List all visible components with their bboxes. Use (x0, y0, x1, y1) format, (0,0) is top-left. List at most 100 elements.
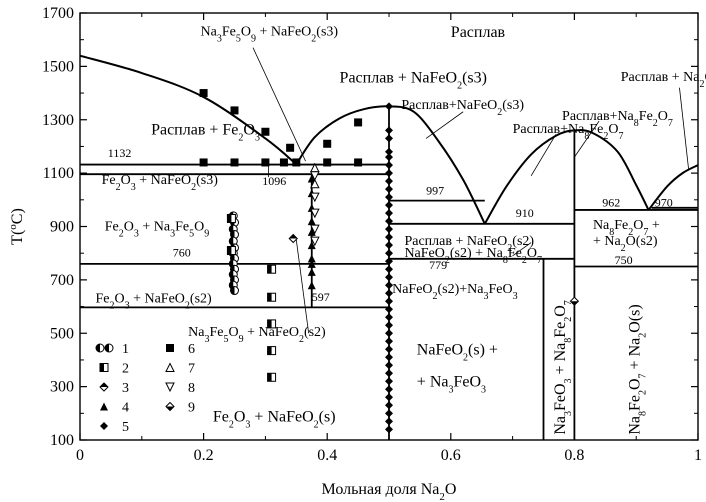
legend-label: 2 (122, 362, 129, 377)
data-point-series-1 (230, 286, 239, 296)
data-point-series-5 (385, 329, 393, 338)
x-tick-label: 0.2 (194, 447, 214, 464)
data-point-series-5 (385, 225, 393, 234)
isotherm-label: 760 (173, 245, 191, 259)
x-tick-label: 0.6 (441, 447, 461, 464)
data-point-series-5 (385, 169, 393, 178)
region-label: Расплав+NaFeO2(s3) (401, 98, 524, 118)
data-point-series-5 (385, 313, 393, 322)
data-point-series-5 (385, 273, 393, 282)
data-point-series-6 (261, 127, 270, 136)
legend-label: 1 (122, 342, 129, 357)
legend-label: 7 (188, 362, 195, 377)
data-point-series-2 (267, 292, 277, 302)
data-point-series-7 (310, 178, 320, 189)
data-point-series-3 (288, 233, 298, 244)
legend-label: 4 (122, 401, 129, 416)
legend-label: 3 (122, 381, 129, 396)
legend-label: 5 (122, 420, 129, 435)
data-point-series-8 (310, 192, 320, 203)
data-point-series-5 (385, 161, 393, 170)
data-point-series-9 (569, 296, 580, 306)
data-point-series-5 (385, 305, 393, 314)
legend-label: 6 (188, 342, 195, 357)
y-tick-label: 900 (50, 219, 74, 236)
region-label: Расплав+Na8Fe2O7 (513, 122, 624, 142)
region-label: Расплав + Na2O (621, 70, 706, 90)
legend-entry: 7 (165, 362, 195, 377)
x-axis-title: Мольная доля Na2O (322, 481, 457, 502)
y-tick-label: 1300 (42, 112, 74, 129)
data-point-series-5 (385, 409, 393, 418)
legend-marker (166, 344, 174, 352)
data-point-series-5 (385, 265, 393, 274)
liquidus-curve-na2o-liquidus (647, 164, 698, 211)
x-tick-label: 1 (694, 447, 702, 464)
data-point-series-5 (385, 393, 393, 402)
data-point-series-5 (385, 361, 393, 370)
region-label: + Na3FeO3 (417, 374, 486, 396)
data-point-series-2 (267, 372, 277, 382)
isotherm-label: 597 (312, 290, 330, 304)
data-point-series-5 (385, 126, 393, 135)
isotherm-label: 779 (429, 258, 447, 272)
region-label: Fe2O3 + NaFeO2(s) (213, 408, 336, 430)
data-point-series-2 (267, 346, 277, 356)
data-point-series-4 (307, 227, 316, 236)
data-point-series-4 (307, 259, 316, 268)
region-label: Расплав (451, 24, 506, 41)
data-point-series-6 (261, 158, 270, 167)
data-point-series-5 (385, 377, 393, 386)
data-point-series-4 (307, 217, 316, 226)
y-tick-label: 1700 (42, 5, 74, 22)
data-point-series-5 (385, 289, 393, 298)
leader-line (574, 120, 600, 158)
legend-entry: 4 (100, 401, 129, 416)
data-point-series-2 (226, 246, 236, 256)
legend-marker (165, 382, 175, 393)
legend-entry: 6 (166, 342, 195, 357)
legend-entry: 9 (165, 401, 195, 416)
data-point-series-5 (385, 353, 393, 362)
legend-entry: 1 (95, 342, 129, 357)
data-point-series-5 (385, 147, 393, 156)
data-point-series-4 (307, 174, 316, 183)
data-point-series-5 (385, 321, 393, 330)
data-point-series-4 (307, 281, 316, 290)
data-point-series-5 (385, 345, 393, 354)
x-tick-label: 0.4 (317, 447, 337, 464)
legend-marker (100, 402, 108, 411)
legend-entry: 5 (100, 420, 129, 435)
legend-label: 8 (188, 381, 195, 396)
data-point-series-6 (286, 143, 295, 152)
data-point-series-8 (310, 171, 320, 181)
data-point-series-6 (323, 158, 332, 167)
data-point-series-5 (385, 177, 393, 186)
data-point-series-5 (385, 369, 393, 378)
data-point-series-4 (307, 241, 316, 250)
data-point-series-2 (267, 319, 277, 329)
data-point-series-6 (292, 158, 301, 167)
x-tick-label: 0 (76, 447, 84, 464)
legend-entry: 3 (99, 381, 129, 396)
isotherm-label: 910 (516, 206, 534, 220)
legend-entry: 8 (165, 381, 195, 396)
legend-marker (95, 343, 105, 353)
data-point-series-5 (385, 217, 393, 226)
data-point-series-6 (354, 158, 363, 167)
isotherm-label: 750 (615, 253, 633, 267)
data-point-series-4 (307, 267, 316, 276)
data-point-series-5 (385, 417, 393, 426)
leader-line (295, 239, 310, 334)
x-tick-label: 0.8 (564, 447, 584, 464)
leader-line (252, 47, 306, 162)
legend-marker (165, 362, 175, 372)
legend-marker (165, 401, 175, 412)
isotherm-label: 1132 (108, 146, 132, 160)
region-label-vertical: Na3FeO3 + Na8Fe2O7 (552, 300, 574, 434)
y-tick-label: 1100 (43, 165, 74, 182)
data-point-series-2 (267, 264, 277, 274)
leader-line (425, 111, 464, 139)
region-label: Fe2O3 + NaFeO2(s2) (95, 292, 212, 312)
